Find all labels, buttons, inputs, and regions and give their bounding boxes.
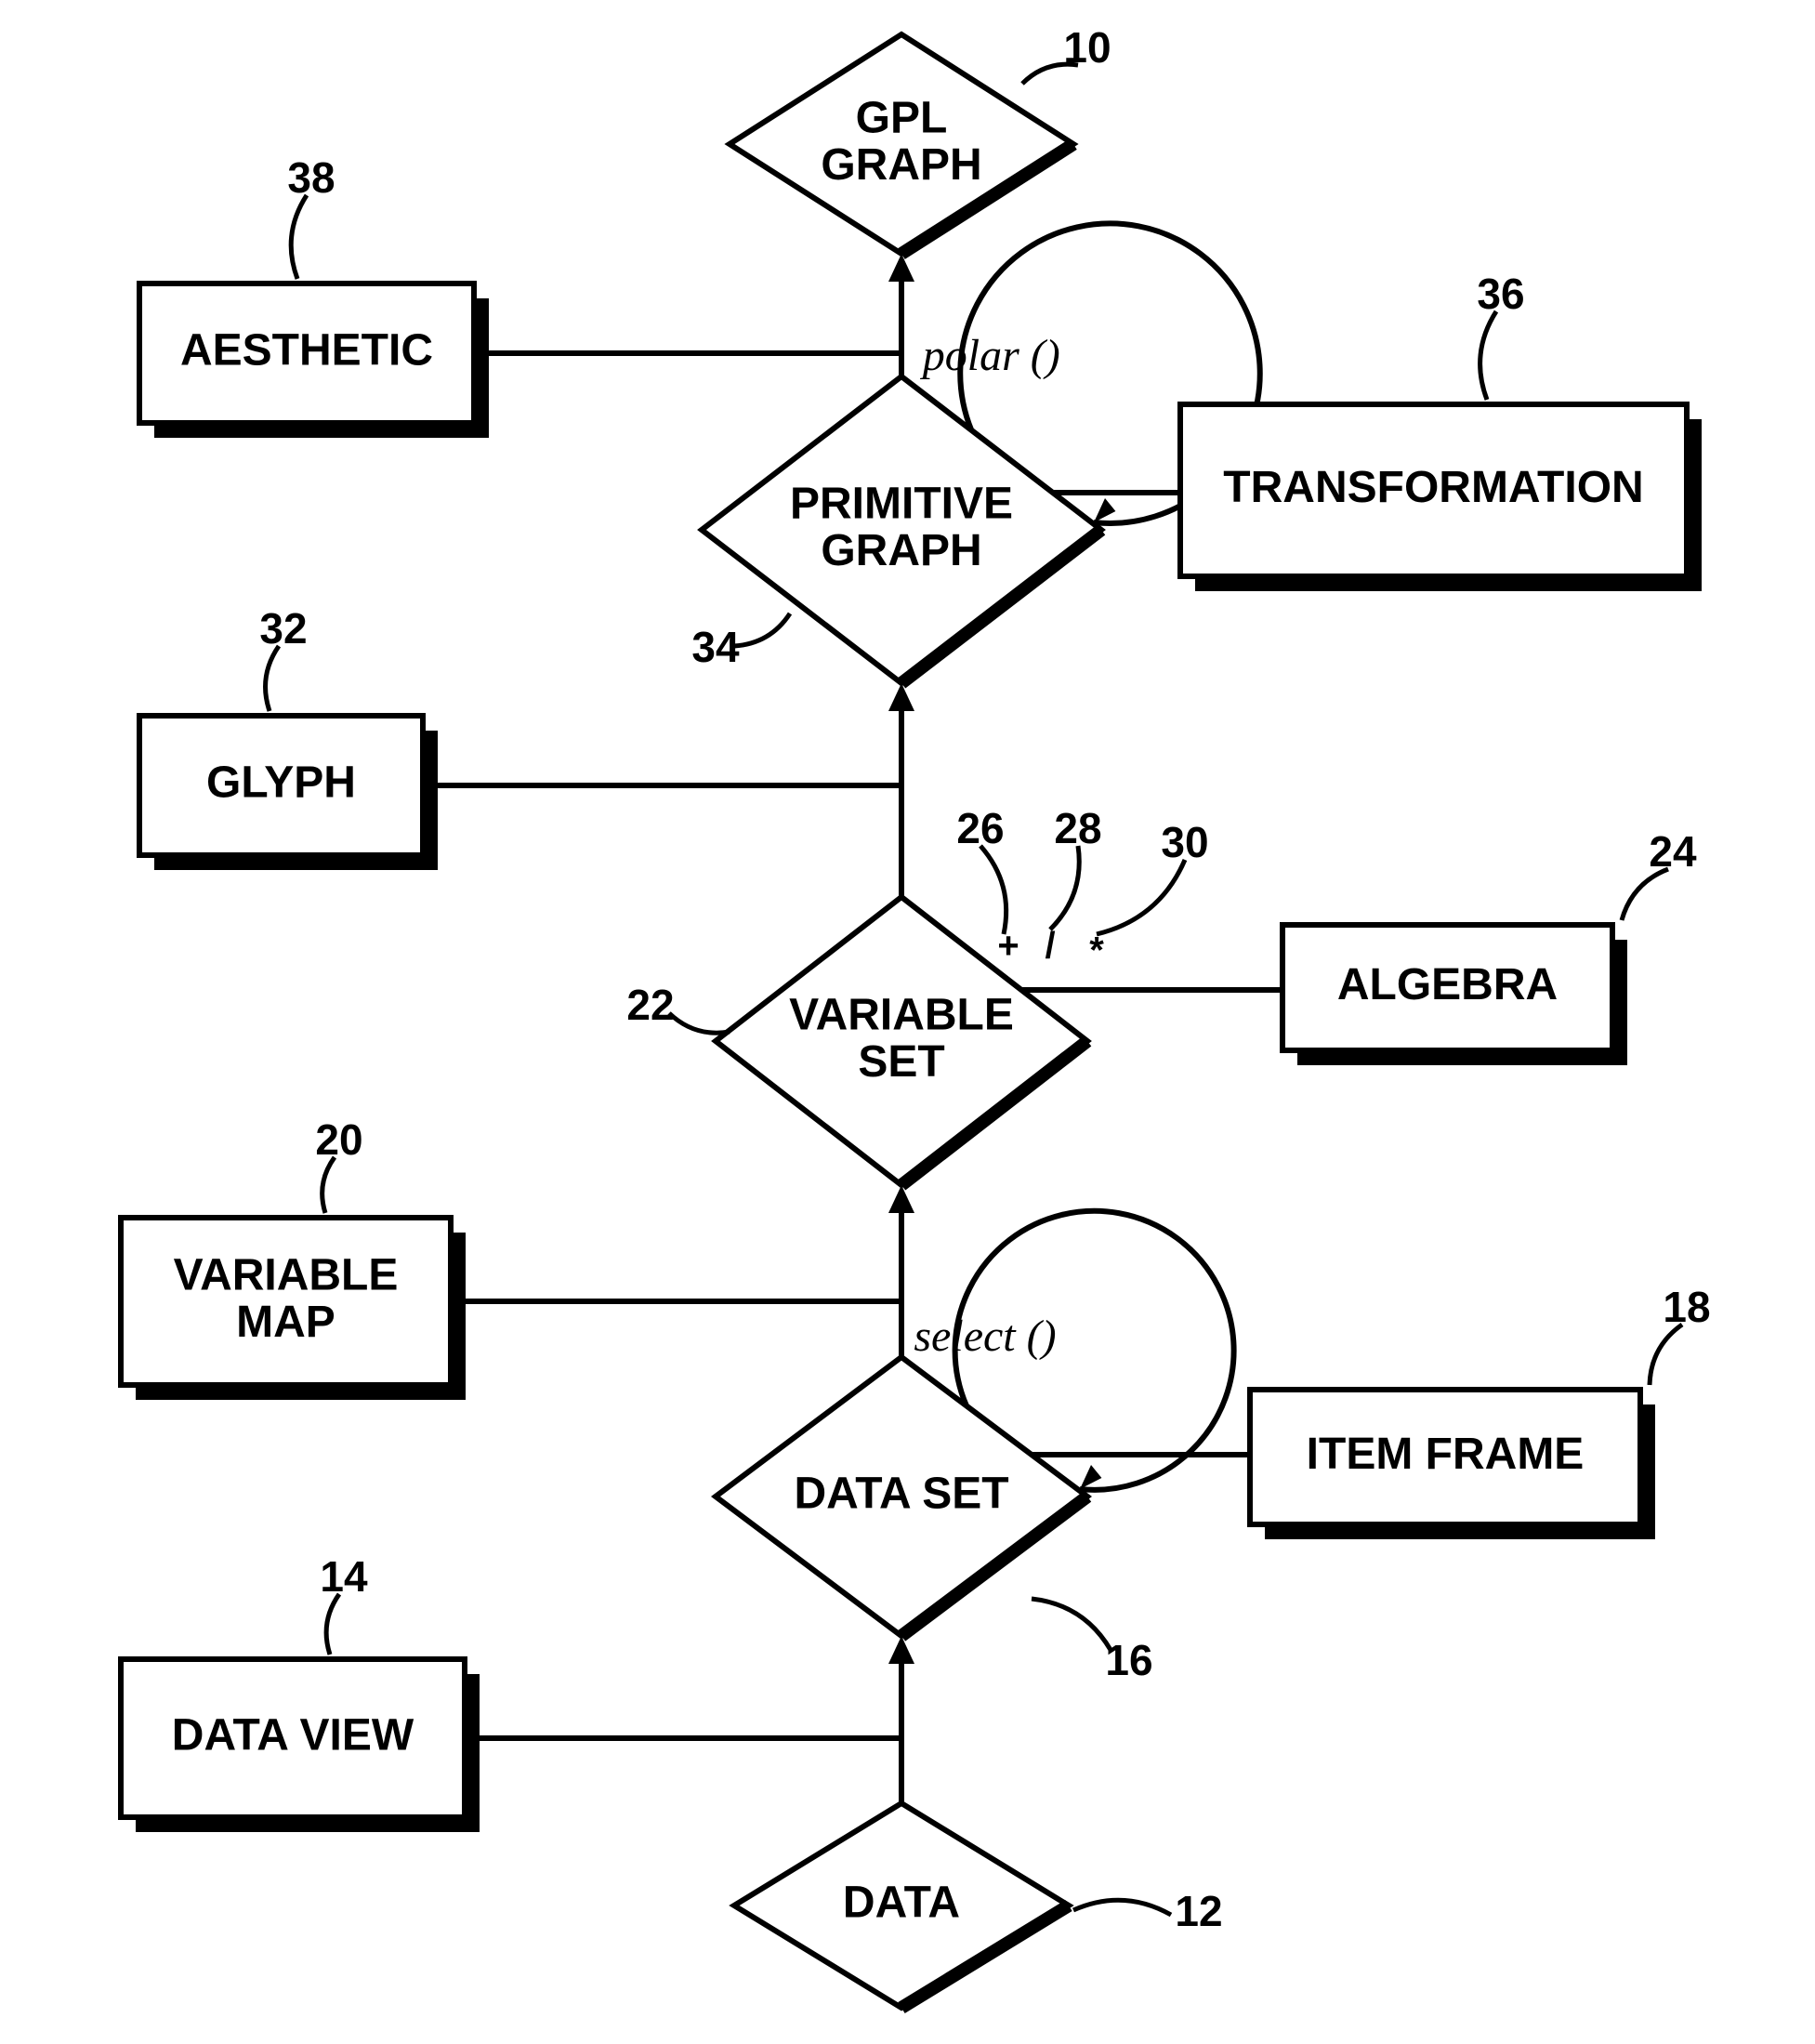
rect-data-view: DATA VIEW: [121, 1659, 480, 1832]
svg-text:polar (): polar (): [920, 331, 1060, 380]
ref-28: 28: [1054, 804, 1101, 852]
svg-text:GLYPH: GLYPH: [206, 758, 356, 808]
rect-item-frame: ITEM FRAME: [1250, 1390, 1655, 1539]
ref-24: 24: [1649, 827, 1697, 876]
ref-32: 32: [259, 604, 307, 653]
svg-text:ALGEBRA: ALGEBRA: [1337, 960, 1558, 1009]
ref-34: 34: [691, 623, 740, 671]
svg-text:TRANSFORMATION: TRANSFORMATION: [1223, 463, 1643, 512]
svg-text:DATA VIEW: DATA VIEW: [172, 1711, 414, 1760]
svg-text:/: /: [1045, 926, 1055, 967]
rect-variable-map: VARIABLEMAP: [121, 1218, 466, 1400]
rect-algebra: ALGEBRA: [1282, 925, 1627, 1065]
svg-text:VARIABLE: VARIABLE: [174, 1250, 399, 1299]
rect-transformation: TRANSFORMATION: [1180, 404, 1702, 591]
svg-text:GPL: GPL: [856, 93, 948, 142]
ref-36: 36: [1477, 270, 1524, 318]
ref-12: 12: [1175, 1887, 1222, 1935]
diagram-svg: polar ()…select ()AESTHETICTRANSFORMATIO…: [0, 0, 1815, 2044]
ref-26: 26: [956, 804, 1004, 852]
svg-text:PRIMITIVE: PRIMITIVE: [790, 479, 1013, 528]
ref-18: 18: [1663, 1283, 1710, 1331]
svg-text:ITEM FRAME: ITEM FRAME: [1307, 1430, 1585, 1479]
svg-text:GRAPH: GRAPH: [821, 526, 981, 575]
svg-text:select (): select (): [914, 1312, 1056, 1361]
svg-text:*: *: [1089, 930, 1104, 971]
svg-text:GRAPH: GRAPH: [821, 140, 981, 190]
ref-22: 22: [626, 981, 674, 1029]
svg-text:VARIABLE: VARIABLE: [789, 990, 1014, 1039]
svg-text:+: +: [997, 926, 1019, 967]
ref-38: 38: [287, 153, 335, 202]
diagram-root: polar ()…select ()AESTHETICTRANSFORMATIO…: [0, 0, 1815, 2044]
svg-text:MAP: MAP: [236, 1298, 335, 1347]
svg-text:DATA SET: DATA SET: [794, 1470, 1008, 1519]
svg-text:DATA: DATA: [843, 1879, 960, 1928]
svg-text:SET: SET: [858, 1037, 944, 1087]
ref-30: 30: [1161, 818, 1208, 866]
ref-16: 16: [1105, 1636, 1152, 1684]
ref-14: 14: [320, 1552, 368, 1601]
svg-text:AESTHETIC: AESTHETIC: [180, 326, 433, 376]
ref-20: 20: [315, 1115, 362, 1164]
rect-glyph: GLYPH: [139, 716, 438, 870]
rect-aesthetic: AESTHETIC: [139, 284, 489, 438]
